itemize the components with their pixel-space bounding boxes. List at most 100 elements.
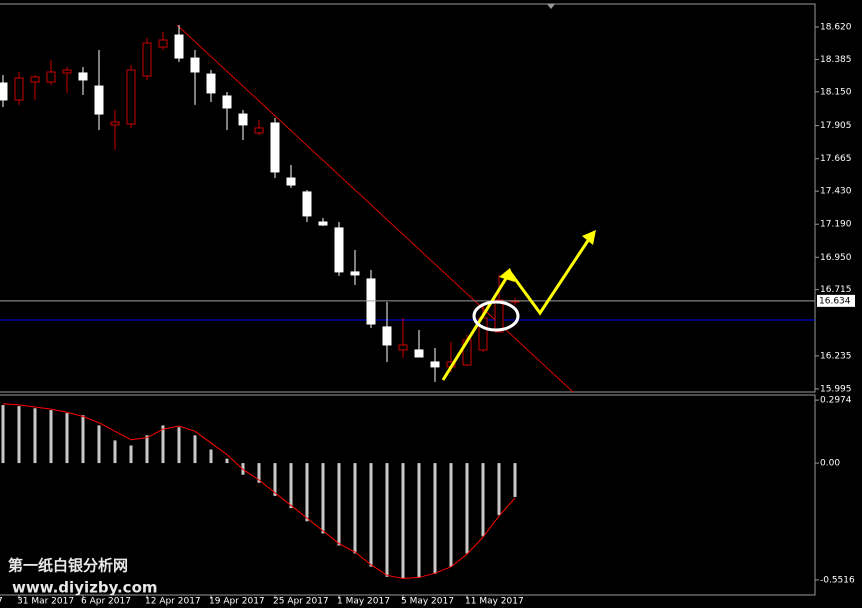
histogram-bar	[97, 425, 101, 464]
watermark-title: 第一纸白银分析网	[8, 557, 128, 575]
histogram-bar	[129, 445, 133, 464]
candle-body	[270, 122, 280, 173]
candle-body	[94, 85, 104, 115]
histogram-bar	[337, 463, 341, 546]
y-tick-label: 15.995	[820, 384, 852, 394]
y-tick-label: 0.00	[820, 459, 840, 469]
histogram-bar	[177, 427, 181, 464]
x-tick-label: 1 May 2017	[337, 597, 390, 607]
histogram-bar	[65, 413, 69, 464]
trend-line	[176, 24, 574, 393]
y-tick-label: 18.620	[820, 23, 852, 33]
candle-body	[14, 77, 24, 101]
candle-body	[110, 121, 120, 126]
histogram-bar	[321, 463, 325, 534]
candle-body	[350, 271, 360, 276]
histogram-bar	[465, 463, 469, 554]
candle-body	[142, 42, 152, 77]
histogram-bar	[353, 463, 357, 554]
histogram-bar	[193, 435, 197, 464]
x-tick-label: 19 Apr 2017	[209, 597, 265, 607]
arrow-path	[441, 232, 595, 381]
x-tick-label: 25 Apr 2017	[273, 597, 329, 607]
candle-body	[398, 344, 408, 351]
histogram-bar	[289, 463, 293, 509]
candle-body	[302, 191, 312, 217]
y-tick-label: 17.190	[820, 220, 852, 230]
candle-body	[238, 113, 248, 126]
shift-marker	[547, 4, 555, 9]
candle-body	[414, 349, 424, 358]
candle-body	[334, 227, 344, 273]
histogram-bar	[33, 408, 37, 464]
y-tick-label: 18.150	[820, 87, 852, 97]
annotations	[441, 230, 596, 381]
x-tick-label: 31 Mar 2017	[17, 597, 74, 607]
histogram-bar	[145, 435, 149, 464]
candle-body	[430, 361, 440, 368]
candle-body	[382, 326, 392, 346]
y-tick-label: 16.715	[820, 285, 852, 295]
candle-body	[0, 82, 8, 101]
histogram-bar	[225, 458, 229, 464]
y-tick-label: 0.2974	[820, 396, 852, 406]
candle-body	[46, 71, 56, 83]
histogram-bar	[81, 415, 85, 464]
y-tick-label: 18.385	[820, 55, 852, 65]
histogram-bar	[369, 463, 373, 567]
arrow-head	[582, 230, 596, 245]
histogram-bar	[513, 463, 517, 497]
histogram-bar	[17, 406, 21, 464]
y-tick-label: 16.950	[820, 253, 852, 263]
candle-body	[158, 39, 168, 48]
histogram-bar	[433, 463, 437, 574]
candle-body	[318, 221, 328, 226]
y-tick-label: 17.665	[820, 154, 852, 164]
x-tick-label: 5 May 2017	[401, 597, 454, 607]
candle-body	[78, 72, 88, 81]
signal-line	[2, 403, 516, 579]
histogram-bar	[305, 463, 309, 522]
x-tick-label: 6 Apr 2017	[81, 597, 131, 607]
candle-body	[62, 69, 72, 74]
histogram-bar	[481, 463, 485, 537]
histogram-bar	[49, 410, 53, 464]
y-tick-label: 17.905	[820, 121, 852, 131]
candle-body	[30, 76, 40, 83]
current-price-label: 16.634	[819, 296, 851, 306]
histogram-bar	[209, 449, 213, 464]
candle-body	[286, 177, 296, 186]
histogram-bar	[417, 463, 421, 578]
y-tick-label: -0.5516	[820, 575, 855, 585]
histogram-bar	[113, 440, 117, 464]
x-tick-label: 11 May 2017	[465, 597, 524, 607]
histogram-bar	[273, 463, 277, 496]
histogram-bar	[497, 463, 501, 516]
histogram-bar	[449, 463, 453, 567]
histogram-bar	[257, 463, 261, 483]
candle-body	[494, 299, 504, 333]
histogram-bar	[1, 405, 5, 464]
current-price-box	[817, 294, 855, 307]
candle-body	[254, 127, 264, 134]
histogram-bar	[401, 463, 405, 579]
candle-body	[206, 73, 216, 94]
y-tick-label: 17.430	[820, 187, 852, 197]
highlight-ellipse	[472, 300, 520, 332]
candle-body	[366, 278, 376, 325]
histogram-bar	[161, 425, 165, 464]
oscillator-panel	[0, 394, 816, 596]
candle-body	[222, 95, 232, 109]
x-tick-label: 7	[0, 597, 3, 607]
arrow-head	[499, 268, 515, 282]
histogram-bar	[385, 463, 389, 577]
main-panel	[0, 3, 816, 393]
x-tick-label: 12 Apr 2017	[145, 597, 201, 607]
candle-body	[190, 57, 200, 73]
watermark-url: www.diyizby.com	[12, 579, 158, 597]
candle-body	[126, 69, 136, 125]
y-tick-label: 16.235	[820, 351, 852, 361]
